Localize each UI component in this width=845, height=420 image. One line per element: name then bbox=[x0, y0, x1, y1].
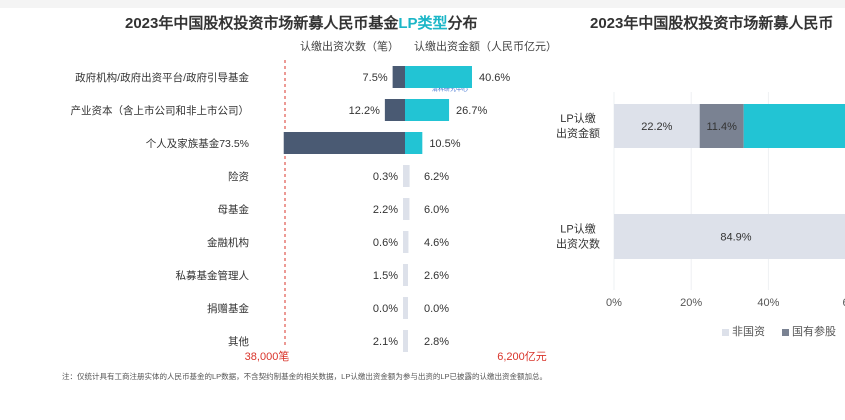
watermark-text: 清科研究中心 bbox=[432, 85, 468, 93]
count-bar bbox=[392, 66, 405, 88]
legend-state: 国有参股 bbox=[782, 323, 836, 339]
amount-value-label: 6.0% bbox=[424, 204, 449, 216]
amount-value-label: 2.6% bbox=[424, 270, 449, 282]
count-value-label: 7.5% bbox=[363, 72, 388, 84]
count-bar bbox=[384, 99, 405, 121]
count-bar bbox=[403, 231, 405, 253]
row-label-line: 出资次数 bbox=[556, 237, 600, 251]
row-label-line: LP认缴 bbox=[560, 222, 595, 236]
segment-value-label: 11.4% bbox=[707, 121, 738, 133]
amount-bar bbox=[405, 297, 408, 319]
stacked-bar-segment bbox=[614, 104, 700, 148]
count-value-label: 12.2% bbox=[349, 105, 380, 117]
legend-non-state: 非国资 bbox=[722, 323, 765, 339]
amount-bar bbox=[405, 198, 410, 220]
amount-value-label: 26.7% bbox=[456, 105, 487, 117]
x-tick-label: 40% bbox=[757, 297, 779, 309]
category-label: 捐赠基金 bbox=[207, 302, 249, 315]
amount-value-label: 2.8% bbox=[424, 336, 449, 348]
amount-column-header: 认缴出资金额（人民币亿元） bbox=[414, 41, 557, 53]
category-label: 政府机构/政府出资平台/政府引导基金 bbox=[75, 71, 249, 84]
count-bar bbox=[403, 165, 405, 187]
count-value-label: 0.6% bbox=[373, 237, 398, 249]
count-bar bbox=[403, 297, 405, 319]
count-bar bbox=[403, 330, 405, 352]
footnote: 注：仅统计具有工商注册实体的人民币基金的LP数据，不含契约制基金的相关数据，LP… bbox=[62, 372, 548, 381]
category-label: 产业资本（含上市公司和非上市公司） bbox=[71, 104, 250, 117]
amount-bar bbox=[405, 330, 408, 352]
amount-value-label: 6.2% bbox=[424, 171, 449, 183]
amount-bar bbox=[405, 231, 409, 253]
amount-bar bbox=[405, 99, 450, 121]
count-value-label: 0.3% bbox=[373, 171, 398, 183]
category-label: 个人及家族基金73.5% bbox=[146, 137, 249, 150]
category-label: 私募基金管理人 bbox=[176, 269, 250, 282]
amount-total-label: 6,200亿元 bbox=[497, 350, 547, 363]
segment-value-label: 84.9% bbox=[720, 232, 751, 244]
row-label-line: LP认缴 bbox=[560, 111, 595, 125]
stacked-bar-segment bbox=[699, 104, 744, 148]
count-value-label: 2.1% bbox=[373, 336, 398, 348]
amount-bar bbox=[405, 132, 423, 154]
category-label: 母基金 bbox=[218, 203, 250, 216]
count-bar bbox=[403, 198, 405, 220]
amount-value-label: 10.5% bbox=[429, 138, 460, 150]
amount-bar bbox=[405, 66, 472, 88]
row-label-line: 出资金额 bbox=[556, 126, 600, 140]
right-chart-title: 2023年中国股权投资市场新募人民币 bbox=[590, 15, 834, 32]
count-column-header: 认缴出资次数（笔） bbox=[300, 41, 399, 53]
x-tick-label: 20% bbox=[680, 297, 702, 309]
amount-value-label: 40.6% bbox=[479, 72, 510, 84]
stacked-bar-segment bbox=[614, 214, 845, 259]
category-label: 金融机构 bbox=[207, 236, 249, 249]
stacked-bar-segment bbox=[743, 104, 845, 148]
category-label: 其他 bbox=[228, 335, 249, 348]
count-value-label: 2.2% bbox=[373, 204, 398, 216]
segment-value-label: 22.2% bbox=[641, 121, 672, 133]
left-chart-title: 2023年中国股权投资市场新募人民币基金LP类型分布 bbox=[125, 15, 478, 32]
legend-state-swatch bbox=[782, 328, 789, 336]
count-bar bbox=[283, 132, 405, 154]
x-tick-label: 0% bbox=[606, 297, 622, 309]
amount-bar bbox=[405, 264, 408, 286]
amount-value-label: 4.6% bbox=[424, 237, 449, 249]
category-label: 险资 bbox=[228, 170, 249, 183]
count-bar bbox=[403, 264, 405, 286]
count-total-label: 38,000笔 bbox=[245, 349, 290, 363]
count-value-label: 0.0% bbox=[373, 303, 398, 315]
amount-value-label: 0.0% bbox=[424, 303, 449, 315]
count-value-label: 1.5% bbox=[373, 270, 398, 282]
top-strip bbox=[0, 0, 845, 8]
amount-bar bbox=[405, 165, 410, 187]
legend-non-state-swatch bbox=[722, 328, 729, 336]
